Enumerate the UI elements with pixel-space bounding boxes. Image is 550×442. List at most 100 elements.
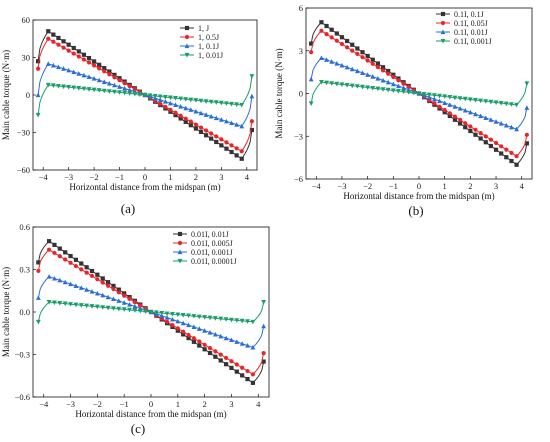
data-point (509, 124, 514, 130)
data-point (207, 350, 213, 356)
data-point (354, 68, 360, 74)
data-point (447, 95, 453, 100)
data-point (213, 354, 218, 359)
data-point (391, 72, 396, 77)
data-point (229, 359, 234, 364)
data-point (514, 102, 519, 108)
data-point (183, 97, 189, 102)
data-point (127, 302, 132, 307)
data-point (437, 93, 442, 99)
legend-entry: 1, 0.5J (198, 33, 219, 42)
data-point (319, 20, 324, 25)
data-point (483, 134, 488, 139)
data-point (112, 75, 117, 80)
data-point (457, 106, 463, 111)
data-point (209, 136, 214, 141)
data-point (132, 91, 138, 97)
series-4 (35, 299, 267, 325)
data-point (173, 102, 178, 107)
data-point (457, 117, 463, 122)
chart-panel-c: −0.6 −0.3 0.0 0.3 0.6 −4 −3 −2 −1 0 1 2 3 4 Horizontal… (1, 222, 270, 436)
data-point (229, 101, 234, 107)
data-point (71, 69, 77, 75)
data-point (180, 320, 186, 326)
data-point (122, 291, 127, 296)
legend-marker (184, 34, 190, 40)
data-point (36, 268, 41, 274)
data-point (207, 315, 213, 321)
x-tick-label: 4 (256, 399, 261, 409)
data-point (447, 102, 453, 107)
data-point (56, 35, 61, 41)
data-point (401, 89, 406, 95)
data-point (239, 156, 244, 161)
data-point (245, 319, 250, 324)
data-point (79, 267, 84, 272)
data-point (245, 368, 250, 374)
chart-panel-b: −6 −3 0 3 6 −4 −3 −2 −1 0 1 2 3 4 Horizontal distance … (274, 3, 533, 218)
data-point (239, 149, 244, 154)
legend-entry: 0.01I, 0.005J (191, 239, 233, 248)
data-point (162, 95, 168, 100)
data-point (344, 38, 350, 44)
data-point (157, 94, 163, 100)
y-tick-label: 0 (299, 89, 303, 99)
data-point (188, 107, 194, 112)
data-point (432, 96, 437, 102)
y-axis-label: Main cable torque (N·m) (1, 50, 11, 140)
data-point (46, 274, 52, 279)
legend-marker (440, 20, 446, 26)
data-point (84, 265, 89, 270)
x-tick-label: −3 (64, 172, 73, 182)
data-point (229, 149, 234, 155)
legend-marker (184, 43, 190, 49)
data-point (127, 307, 132, 313)
data-point (452, 117, 458, 122)
data-point (191, 339, 197, 344)
data-point (89, 273, 95, 279)
data-point (147, 93, 153, 99)
data-point (198, 98, 204, 104)
data-point (191, 314, 197, 319)
data-point (197, 343, 202, 348)
data-point (467, 109, 473, 115)
data-point (132, 308, 138, 313)
data-point (61, 84, 66, 90)
data-point (360, 55, 365, 60)
data-point (45, 82, 51, 88)
data-point (463, 125, 468, 130)
data-point (370, 86, 376, 91)
data-point (234, 153, 239, 158)
data-point (240, 373, 245, 378)
data-point (447, 113, 452, 119)
data-point (66, 48, 71, 53)
data-point (212, 316, 218, 321)
x-tick-label: −3 (337, 181, 346, 191)
data-point (178, 104, 184, 109)
legend-marker (184, 25, 190, 31)
data-point (86, 60, 92, 65)
data-point (137, 92, 143, 97)
data-point (370, 61, 375, 66)
data-point (319, 28, 324, 33)
data-point (180, 313, 186, 318)
data-point (76, 49, 81, 54)
series-1 (309, 20, 529, 167)
data-point (127, 84, 132, 89)
data-point (334, 31, 339, 36)
data-point (219, 143, 224, 148)
data-point (365, 72, 371, 77)
data-point (122, 293, 127, 298)
data-point (218, 117, 224, 122)
y-axis-label: Main cable torque (N·m) (274, 48, 284, 138)
data-point (261, 350, 266, 356)
data-point (457, 121, 463, 126)
data-point (218, 333, 224, 339)
data-point (61, 39, 66, 44)
data-point (203, 99, 209, 104)
data-point (339, 62, 345, 68)
data-point (213, 115, 219, 121)
legend-entry: 0.01I, 0.001J (191, 248, 233, 257)
data-point (76, 71, 82, 76)
